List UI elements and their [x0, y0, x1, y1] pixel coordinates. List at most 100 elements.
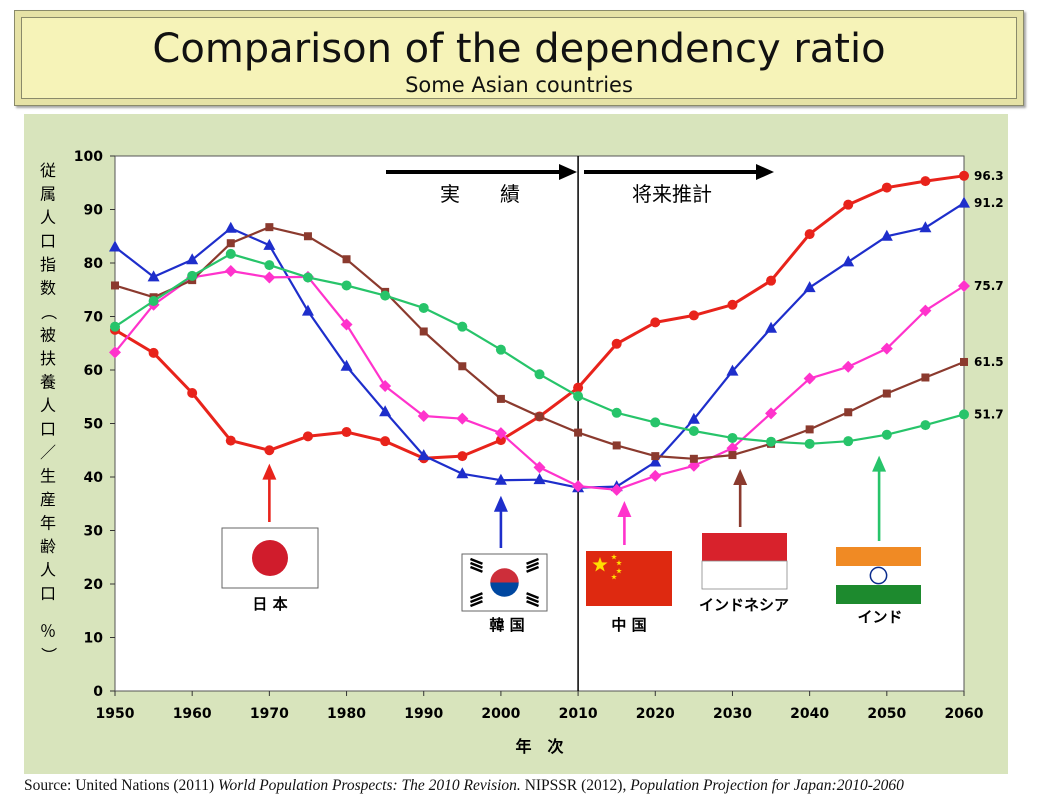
callout-arrow-head	[733, 468, 748, 485]
period-label-future: 将来推計	[632, 182, 712, 206]
data-point-korea	[765, 321, 778, 333]
trigram-bar	[470, 561, 483, 569]
data-point-japan	[688, 310, 699, 321]
callout-label-indonesia: インドネシア	[699, 596, 789, 614]
callout-arrow-head	[493, 495, 508, 512]
x-axis-label: 年 次	[515, 737, 563, 756]
trigram-bar	[526, 592, 539, 600]
data-point-india	[611, 407, 622, 418]
x-tick-label: 2000	[481, 706, 520, 722]
data-point-india	[418, 302, 429, 313]
data-point-china	[109, 346, 121, 359]
data-point-japan	[341, 427, 352, 438]
indonesia-flag-icon	[701, 533, 788, 590]
data-point-india	[534, 369, 545, 380]
data-point-korea	[147, 270, 160, 282]
y-tick-label: 60	[84, 363, 104, 379]
data-point-indonesia	[458, 362, 467, 371]
data-point-indonesia	[535, 412, 544, 421]
flag-star	[611, 574, 617, 580]
y-axis-label-char: 属	[40, 185, 56, 204]
data-point-korea	[803, 281, 816, 293]
data-point-japan	[843, 199, 854, 210]
korea-flag-icon	[461, 553, 548, 612]
data-point-india	[959, 409, 969, 420]
trigram-bar	[470, 592, 483, 600]
callout-japan: 日 本	[221, 463, 319, 613]
data-point-korea	[649, 455, 662, 467]
data-point-india	[766, 436, 777, 447]
series-india: 51.7	[110, 248, 1004, 449]
y-axis-label-char: ／	[40, 443, 56, 462]
y-tick-label: 40	[84, 470, 104, 486]
callout-arrow-head	[872, 455, 887, 472]
data-point-korea	[958, 196, 970, 208]
data-point-japan	[959, 170, 969, 181]
callout-china: 中 国	[586, 501, 672, 634]
callout-korea: 韓 国	[461, 495, 548, 634]
data-point-china	[417, 410, 430, 423]
data-point-indonesia	[921, 373, 930, 382]
data-point-japan	[457, 451, 468, 462]
trigram-bar	[526, 596, 539, 604]
data-point-china	[379, 380, 392, 393]
flag-chakra	[869, 566, 888, 585]
flag-band-saffron	[836, 547, 921, 566]
data-point-korea	[301, 304, 314, 316]
y-axis-label-char: 扶	[40, 349, 56, 368]
data-point-korea	[919, 221, 932, 233]
source-work-1: World Population Prospects: The 2010 Rev…	[218, 777, 521, 794]
x-tick-label: 1990	[404, 706, 443, 722]
y-tick-label: 90	[84, 203, 104, 219]
y-axis-label-char: 年	[40, 514, 56, 533]
data-point-india	[341, 280, 352, 291]
flag-field	[586, 551, 672, 606]
future-arrow-head	[756, 164, 774, 180]
flag-band-red	[702, 533, 787, 561]
flag-band-white	[701, 560, 788, 590]
x-tick-label: 1980	[327, 706, 366, 722]
flag-band-green	[836, 585, 921, 604]
y-axis-label-char: 指	[40, 255, 56, 274]
data-point-japan	[148, 347, 159, 358]
data-point-japan	[650, 317, 661, 328]
y-tick-label: 80	[84, 256, 104, 272]
data-point-china	[610, 483, 623, 496]
x-tick-label: 1960	[173, 706, 212, 722]
x-tick-label: 2010	[559, 706, 598, 722]
y-axis-label-char: 口	[40, 232, 56, 251]
y-axis-label-char: 人	[40, 561, 56, 580]
data-point-japan	[573, 382, 584, 393]
flag-star	[616, 560, 622, 566]
data-point-indonesia	[226, 239, 235, 248]
end-value-label-japan: 96.3	[974, 169, 1004, 183]
data-point-china	[803, 372, 816, 385]
china-flag-icon	[586, 551, 672, 606]
data-point-indonesia	[496, 394, 505, 403]
y-axis-label-char: ％	[40, 622, 56, 641]
data-point-korea	[224, 221, 237, 233]
y-axis-label-char: 口	[40, 584, 56, 603]
data-point-japan	[727, 299, 738, 310]
end-value-label-korea: 91.2	[974, 196, 1004, 210]
trigram-bar	[526, 561, 539, 569]
source-citation: Source: United Nations (2011) World Popu…	[24, 777, 1034, 795]
callout-arrow-head	[262, 463, 277, 480]
data-point-indonesia	[689, 454, 698, 463]
period-label-past: 実 績	[440, 182, 520, 206]
data-point-china	[765, 407, 778, 420]
source-middle: NIPSSR (2012),	[520, 777, 631, 794]
data-point-india	[804, 438, 815, 449]
data-point-india	[264, 260, 275, 271]
callout-label-japan: 日 本	[252, 595, 287, 613]
data-point-korea	[533, 473, 546, 485]
trigram-bar	[470, 557, 483, 565]
data-point-japan	[302, 431, 313, 442]
y-tick-label: 20	[84, 577, 104, 593]
data-point-china	[263, 271, 276, 284]
data-point-japan	[264, 445, 275, 456]
data-point-india	[843, 436, 854, 447]
x-tick-label: 1950	[96, 706, 135, 722]
data-point-indonesia	[882, 389, 891, 398]
data-point-korea	[842, 255, 855, 267]
